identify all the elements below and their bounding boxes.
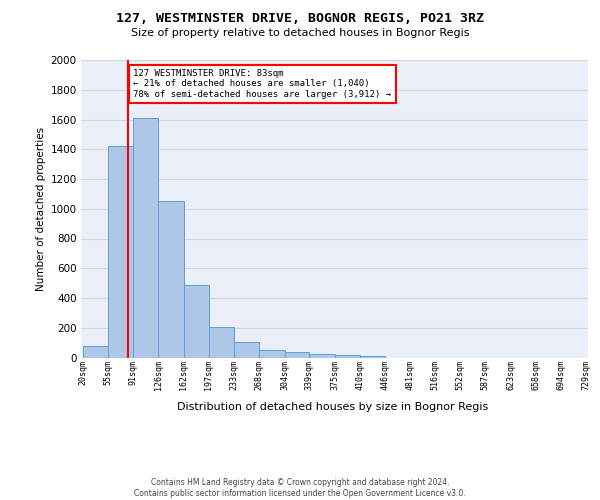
Bar: [158, 202, 184, 358]
Bar: [108, 146, 133, 358]
Text: Distribution of detached houses by size in Bognor Regis: Distribution of detached houses by size …: [178, 402, 488, 412]
Bar: [83, 346, 108, 358]
Text: Contains HM Land Registry data © Crown copyright and database right 2024.
Contai: Contains HM Land Registry data © Crown c…: [134, 478, 466, 498]
Text: 127, WESTMINSTER DRIVE, BOGNOR REGIS, PO21 3RZ: 127, WESTMINSTER DRIVE, BOGNOR REGIS, PO…: [116, 12, 484, 26]
Text: 127 WESTMINSTER DRIVE: 83sqm
← 21% of detached houses are smaller (1,040)
78% of: 127 WESTMINSTER DRIVE: 83sqm ← 21% of de…: [133, 69, 391, 98]
Text: Size of property relative to detached houses in Bognor Regis: Size of property relative to detached ho…: [131, 28, 469, 38]
Bar: [133, 118, 158, 358]
Bar: [209, 327, 234, 358]
Bar: [310, 354, 335, 358]
Bar: [259, 350, 284, 358]
Bar: [184, 284, 209, 358]
Bar: [234, 342, 259, 357]
Bar: [335, 355, 359, 358]
Bar: [284, 352, 310, 358]
Y-axis label: Number of detached properties: Number of detached properties: [37, 126, 46, 291]
Bar: [359, 356, 385, 358]
